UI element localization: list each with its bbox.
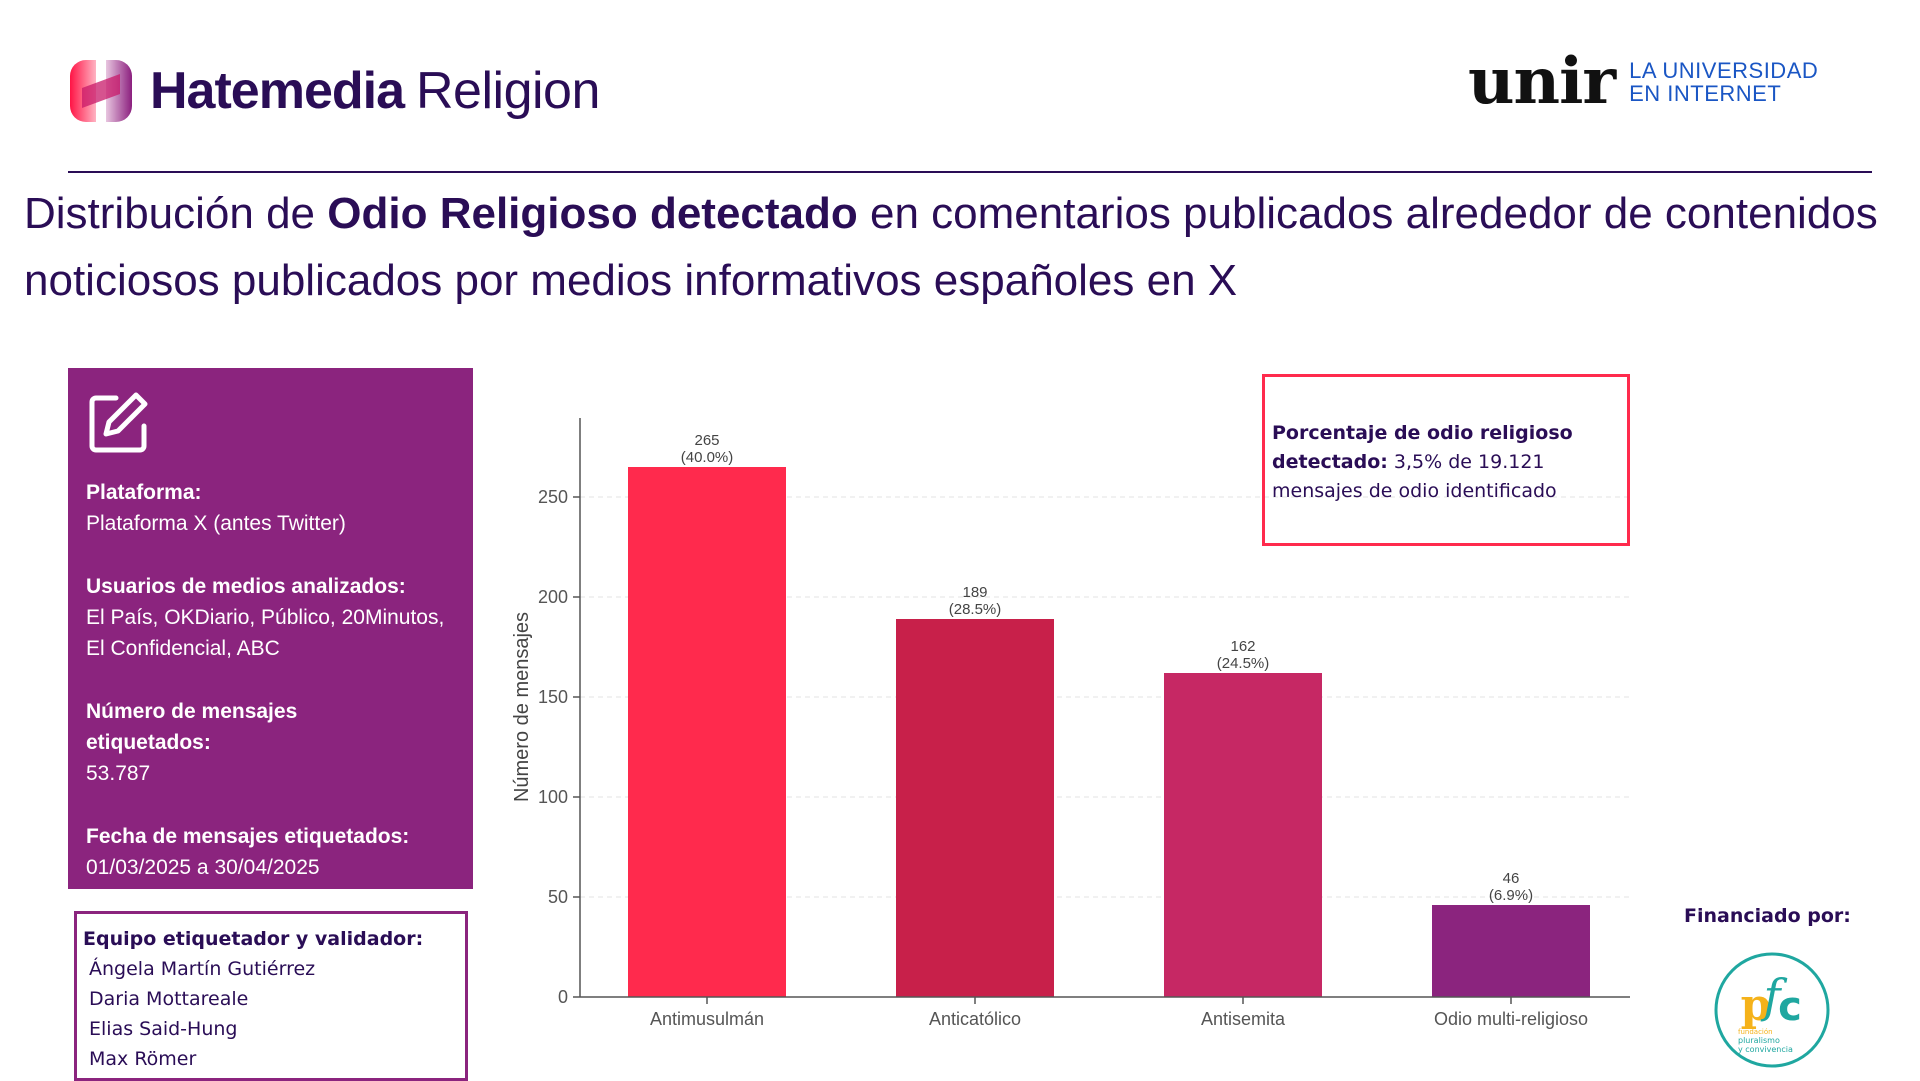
y-tick-label: 200 <box>538 587 568 607</box>
y-tick-label: 100 <box>538 787 568 807</box>
unir-tagline: LA UNIVERSIDAD EN INTERNET <box>1629 59 1818 105</box>
callout-text: 3,5% de 19.121 mensajes de odio identifi… <box>1272 451 1557 502</box>
date-value: 01/03/2025 a 30/04/2025 <box>86 856 320 879</box>
bar-value-label: 189 <box>962 584 987 601</box>
bar-value-label: 265 <box>694 432 719 449</box>
platform-value: Plataforma X (antes Twitter) <box>86 512 346 535</box>
title-suffix: en comentarios publicados alrededor de c… <box>24 189 1878 305</box>
title-bold: Odio Religioso detectado <box>327 189 858 238</box>
unir-logo: unir LA UNIVERSIDAD EN INTERNET <box>1468 50 1818 114</box>
users-value: El País, OKDiario, Público, 20Minutos, E… <box>86 606 445 660</box>
users-label: Usuarios de medios analizados: <box>86 575 406 598</box>
team-box: Equipo etiquetador y validador: Ángela M… <box>74 911 468 1081</box>
x-tick-label: Antimusulmán <box>650 1009 764 1029</box>
percentage-callout: Porcentaje de odio religioso detectado: … <box>1262 374 1630 546</box>
bar-anticat-lico <box>896 619 1054 997</box>
bar-value-label: 162 <box>1230 638 1255 655</box>
chart-bars <box>628 467 1590 997</box>
y-axis-ticks: 0 50 100 150 200 250 <box>538 487 580 1007</box>
x-tick-label: Odio multi-religioso <box>1434 1009 1588 1029</box>
info-panel: Plataforma: Plataforma X (antes Twitter)… <box>68 368 473 889</box>
fpc-logo: p f c fundación pluralismo y convivencia <box>1714 952 1830 1068</box>
bar-antimusulm-n <box>628 467 786 997</box>
edit-icon <box>89 392 148 453</box>
fpc-logo-line3: y convivencia <box>1738 1045 1793 1054</box>
fpc-logo-line1: fundación <box>1738 1028 1773 1036</box>
bar-percent-label: (40.0%) <box>681 449 734 466</box>
date-label: Fecha de mensajes etiquetados: <box>86 825 410 848</box>
y-tick-label: 0 <box>558 987 568 1007</box>
header-divider <box>68 171 1872 173</box>
y-tick-label: 250 <box>538 487 568 507</box>
unir-tagline-line2: EN INTERNET <box>1629 81 1782 106</box>
x-tick-label: Antisemita <box>1201 1009 1286 1029</box>
chart-data-labels: 265(40.0%) 189(28.5%) 162(24.5%) 46(6.9%) <box>681 432 1533 904</box>
fpc-logo-c: c <box>1778 984 1802 1030</box>
y-tick-label: 50 <box>548 887 568 907</box>
team-member: Daria Mottareale <box>89 988 249 1010</box>
unir-tagline-line1: LA UNIVERSIDAD <box>1629 58 1819 83</box>
brand-name: Hatemedia <box>150 62 405 120</box>
bar-percent-label: (28.5%) <box>949 601 1002 618</box>
callout-bold: Porcentaje de odio religioso detectado: <box>1272 422 1573 473</box>
platform-label: Plataforma: <box>86 481 202 504</box>
page-title: Distribución de Odio Religioso detectado… <box>24 180 1904 314</box>
team-member: Max Römer <box>89 1048 197 1070</box>
x-tick-label: Anticatólico <box>929 1009 1021 1029</box>
y-axis-label: Número de mensajes <box>511 612 533 802</box>
brand-subtitle: Religion <box>416 62 600 120</box>
bar-value-label: 46 <box>1503 870 1520 887</box>
unir-wordmark: unir <box>1468 44 1616 119</box>
team-member: Ángela Martín Gutiérrez <box>89 958 316 980</box>
count-label: Número de mensajes etiquetados: <box>86 700 298 754</box>
x-axis-ticks: Antimusulmán Anticatólico Antisemita Odio m… <box>650 997 1588 1029</box>
bar-percent-label: (24.5%) <box>1217 655 1270 672</box>
funded-by-label: Financiado por: <box>1684 905 1851 927</box>
team-label: Equipo etiquetador y validador: <box>83 928 424 950</box>
brand-logo: Hatemedia Religion <box>68 56 600 126</box>
team-member: Elias Said-Hung <box>89 1018 238 1040</box>
hatemedia-logo-icon <box>70 60 132 122</box>
title-prefix: Distribución de <box>24 189 328 238</box>
bar-percent-label: (6.9%) <box>1489 887 1533 904</box>
fpc-logo-p: p <box>1741 980 1772 1031</box>
fpc-logo-line2: pluralismo <box>1738 1036 1780 1045</box>
count-value: 53.787 <box>86 762 151 785</box>
bar-antisemita <box>1164 673 1322 997</box>
y-tick-label: 150 <box>538 687 568 707</box>
bar-odio-multi-religioso <box>1432 905 1590 997</box>
